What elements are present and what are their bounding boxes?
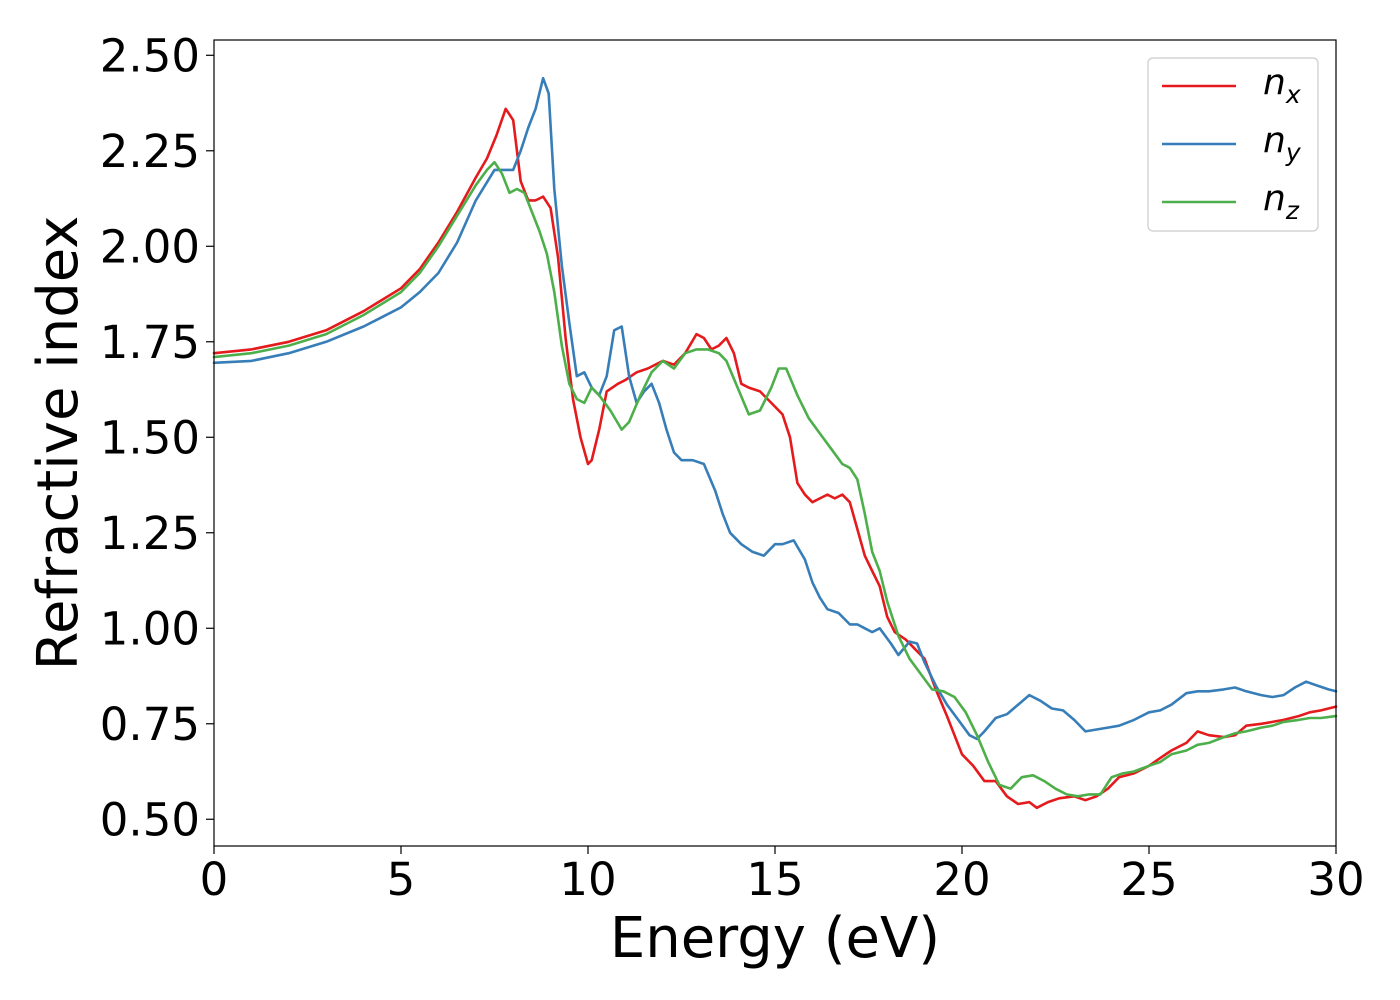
y-tick-label: 2.25 <box>100 125 200 178</box>
x-tick-label: 20 <box>933 853 990 906</box>
y-tick-label: 1.25 <box>100 507 200 560</box>
legend: nx ny nz <box>1147 57 1319 232</box>
x-tick-label: 0 <box>200 853 229 906</box>
series-line-n-y <box>212 76 1338 741</box>
series-line-n-z <box>212 160 1338 798</box>
x-tick-label: 5 <box>387 853 416 906</box>
legend-label-n-z: nz <box>1263 178 1300 225</box>
x-axis-ticks: 0 5 10 15 20 25 30 <box>200 846 1365 906</box>
y-tick-label: 2.50 <box>100 29 200 82</box>
x-tick-label: 15 <box>746 853 803 906</box>
series-lines <box>212 76 1338 810</box>
y-tick-label: 2.00 <box>100 220 200 273</box>
series-line-n-x <box>212 107 1338 810</box>
y-tick-label: 1.00 <box>100 602 200 655</box>
x-tick-label: 25 <box>1120 853 1177 906</box>
y-axis-ticks: 0.50 0.75 1.00 1.25 1.50 1.75 2.00 2.25 2.50 <box>100 29 214 846</box>
y-tick-label: 0.50 <box>100 793 200 846</box>
y-tick-label: 0.75 <box>100 698 200 751</box>
x-tick-label: 10 <box>559 853 616 906</box>
y-tick-label: 1.50 <box>100 411 200 464</box>
legend-label-n-y: ny <box>1263 120 1302 167</box>
legend-label-n-x: nx <box>1263 62 1301 109</box>
y-axis-title: Refractive index <box>26 216 91 671</box>
x-tick-label: 30 <box>1307 853 1364 906</box>
y-tick-label: 1.75 <box>100 316 200 369</box>
x-axis-title: Energy (eV) <box>610 906 940 971</box>
